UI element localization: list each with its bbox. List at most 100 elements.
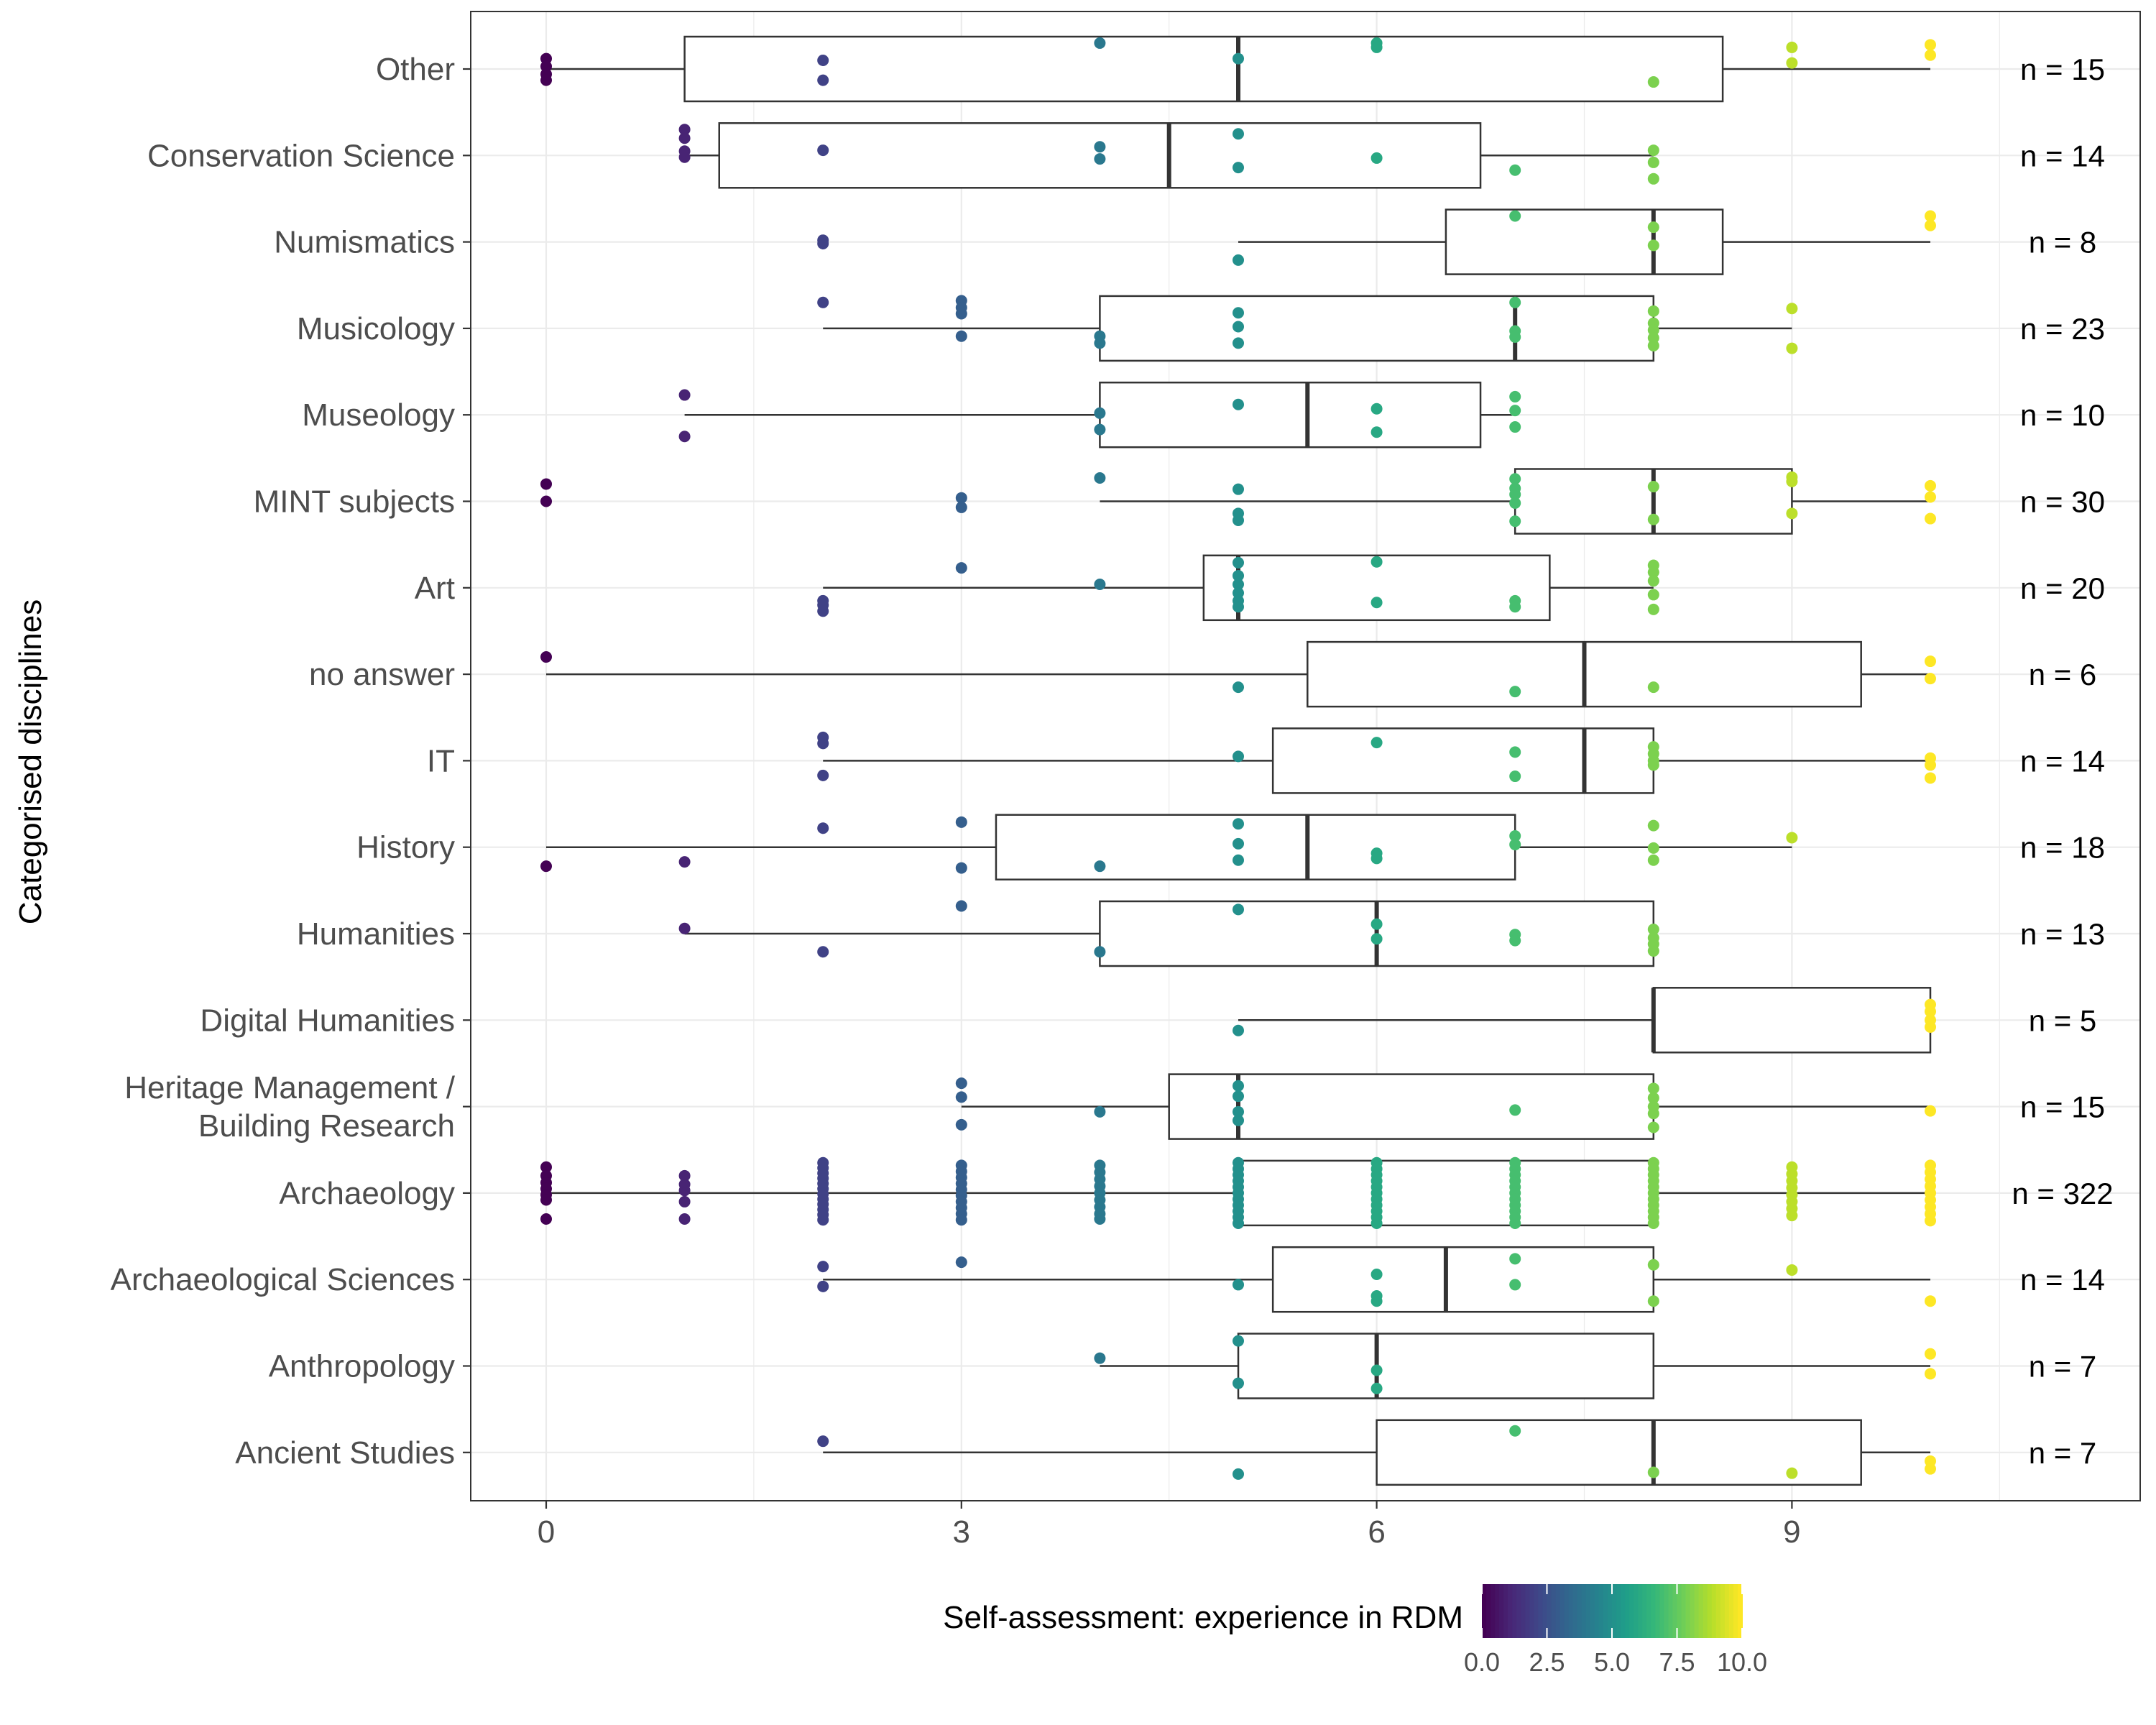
- n-label: n = 13: [2020, 917, 2105, 951]
- data-point: [1647, 566, 1659, 579]
- n-label: n = 15: [2020, 1090, 2105, 1124]
- box-iqr: [995, 814, 1516, 880]
- data-point: [1233, 307, 1244, 319]
- data-point: [817, 946, 829, 958]
- legend-gradient-step: [1638, 1584, 1644, 1638]
- data-point: [1647, 513, 1659, 525]
- n-label: n = 18: [2020, 831, 2105, 865]
- data-point: [1925, 673, 1936, 685]
- legend-gradient-step: [1594, 1584, 1600, 1638]
- n-label: n = 7: [2029, 1436, 2097, 1470]
- data-point: [1647, 923, 1659, 935]
- data-point: [955, 1118, 967, 1131]
- legend-gradient-step: [1572, 1584, 1578, 1638]
- box-15: [823, 1246, 1930, 1313]
- data-point: [1509, 839, 1521, 851]
- data-point: [1233, 903, 1244, 916]
- data-point: [1233, 818, 1244, 830]
- y-tick-label: Digital Humanities: [200, 1003, 455, 1038]
- legend-gradient-step: [1577, 1584, 1583, 1638]
- legend-gradient-step: [1590, 1584, 1595, 1638]
- data-point: [1647, 759, 1659, 771]
- data-point: [817, 296, 829, 308]
- data-point: [955, 1077, 967, 1090]
- n-label: n = 14: [2020, 139, 2105, 172]
- data-point: [817, 1435, 829, 1448]
- data-point: [1370, 597, 1383, 609]
- box-8: [546, 640, 1930, 708]
- n-label: n = 5: [2029, 1003, 2097, 1037]
- legend-gradient-step: [1685, 1584, 1691, 1638]
- y-tick-label: Musicology: [297, 311, 455, 346]
- data-point: [678, 124, 691, 136]
- data-point: [678, 1169, 691, 1182]
- data-point: [1509, 601, 1521, 613]
- data-point: [1094, 472, 1106, 484]
- n-label: n = 14: [2020, 1263, 2105, 1297]
- legend-gradient-step: [1694, 1584, 1700, 1638]
- legend-gradient-step: [1690, 1584, 1695, 1638]
- data-point: [1233, 854, 1244, 866]
- legend-gradient-step: [1625, 1584, 1631, 1638]
- n-label: n = 8: [2029, 226, 2097, 259]
- data-point: [678, 431, 691, 443]
- data-point: [817, 74, 829, 86]
- data-point: [817, 822, 829, 834]
- data-point: [1925, 1021, 1936, 1033]
- box-17: [823, 1419, 1930, 1486]
- data-point: [678, 1213, 691, 1225]
- data-point: [817, 737, 829, 750]
- data-point: [1925, 772, 1936, 784]
- legend-gradient-step: [1538, 1584, 1544, 1638]
- legend-gradient-step: [1720, 1584, 1726, 1638]
- legend-gradient-step: [1715, 1584, 1721, 1638]
- legend-gradient-step: [1612, 1584, 1618, 1638]
- legend-gradient-step: [1607, 1584, 1613, 1638]
- data-point: [1233, 1279, 1244, 1291]
- box-5: [684, 381, 1516, 448]
- data-point: [1509, 405, 1521, 417]
- legend-gradient-step: [1534, 1584, 1539, 1638]
- data-point: [1786, 57, 1798, 69]
- box-iqr: [1271, 727, 1655, 794]
- legend-gradient-step: [1733, 1584, 1738, 1638]
- data-point: [955, 900, 967, 912]
- data-point: [1509, 421, 1521, 433]
- legend-gradient-step: [1499, 1584, 1505, 1638]
- data-point: [1233, 514, 1244, 526]
- data-point: [1925, 210, 1936, 222]
- data-point: [1925, 512, 1936, 525]
- n-label: n = 10: [2020, 398, 2105, 432]
- legend-gradient-step: [1542, 1584, 1548, 1638]
- data-point: [1233, 1218, 1244, 1230]
- data-point: [1094, 1352, 1106, 1364]
- data-point: [1647, 603, 1659, 615]
- data-point: [1094, 946, 1106, 958]
- data-point: [1233, 681, 1244, 694]
- data-point: [1233, 1105, 1244, 1118]
- data-point: [1509, 1425, 1521, 1437]
- data-point: [1925, 219, 1936, 231]
- data-point: [1094, 423, 1106, 436]
- y-tick-label: History: [356, 830, 455, 865]
- n-labels: n = 15 n = 14 n = 8 n = 23 n = 10 n = 30 n = 2…: [2012, 52, 2113, 1470]
- x-tick-label: 3: [953, 1514, 970, 1550]
- legend-gradient-step: [1668, 1584, 1674, 1638]
- data-point: [1925, 1105, 1936, 1117]
- data-point: [955, 1214, 967, 1226]
- data-point: [1509, 497, 1521, 509]
- data-point: [540, 74, 552, 86]
- y-axis-title: Categorised disciplines: [13, 599, 48, 924]
- legend-gradient-step: [1495, 1584, 1501, 1638]
- data-point: [1786, 41, 1798, 53]
- data-point: [955, 1091, 967, 1103]
- data-point: [1925, 1348, 1936, 1360]
- data-point: [1647, 945, 1659, 957]
- data-point: [1509, 770, 1521, 783]
- legend-gradient-step: [1711, 1584, 1717, 1638]
- data-point: [678, 1184, 691, 1197]
- legend-gradient-step: [1646, 1584, 1652, 1638]
- box-10: [546, 814, 1792, 880]
- data-point: [1233, 601, 1244, 613]
- data-point: [540, 478, 552, 490]
